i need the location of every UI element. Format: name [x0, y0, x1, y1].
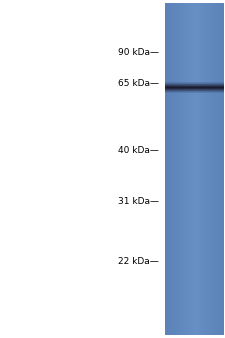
Bar — [195, 3, 196, 335]
Bar — [169, 3, 171, 335]
Bar — [200, 3, 202, 335]
Bar — [187, 3, 188, 335]
Bar — [209, 3, 210, 335]
Text: 90 kDa—: 90 kDa— — [118, 48, 159, 57]
Bar — [165, 3, 166, 335]
Bar — [223, 3, 224, 335]
Bar — [165, 88, 224, 89]
Bar — [166, 3, 168, 335]
Bar — [165, 87, 224, 88]
Text: 31 kDa—: 31 kDa— — [118, 197, 159, 206]
Bar — [205, 3, 207, 335]
Bar — [185, 3, 186, 335]
Bar — [194, 3, 195, 335]
Bar — [173, 3, 174, 335]
Bar — [167, 3, 169, 335]
Bar — [170, 3, 171, 335]
Bar — [213, 3, 214, 335]
Bar — [186, 3, 187, 335]
Bar — [171, 3, 172, 335]
Bar — [184, 3, 185, 335]
Bar — [180, 3, 181, 335]
Bar — [165, 84, 224, 85]
Bar — [192, 3, 193, 335]
Text: 65 kDa—: 65 kDa— — [118, 79, 159, 88]
Bar — [206, 3, 207, 335]
Bar — [174, 3, 175, 335]
Bar — [210, 3, 211, 335]
Bar — [214, 3, 215, 335]
Bar — [193, 3, 194, 335]
Bar — [177, 3, 178, 335]
Bar — [175, 3, 176, 335]
Text: 40 kDa—: 40 kDa— — [118, 146, 159, 155]
Bar — [168, 3, 169, 335]
Bar — [207, 3, 209, 335]
Bar — [204, 3, 206, 335]
Bar — [222, 3, 223, 335]
Bar — [220, 3, 221, 335]
Bar — [218, 3, 219, 335]
Bar — [197, 3, 198, 335]
Bar — [203, 3, 205, 335]
Bar — [179, 3, 180, 335]
Bar — [200, 3, 201, 335]
Bar — [212, 3, 213, 335]
Bar — [202, 3, 204, 335]
Bar — [201, 3, 203, 335]
Bar — [221, 3, 222, 335]
Bar — [165, 83, 224, 84]
Bar — [165, 92, 224, 93]
Text: 22 kDa—: 22 kDa— — [118, 258, 159, 266]
Bar — [215, 3, 216, 335]
Bar — [219, 3, 220, 335]
Bar — [198, 3, 200, 335]
Bar — [191, 3, 192, 335]
Bar — [188, 3, 189, 335]
Bar — [165, 86, 224, 87]
Bar — [172, 3, 173, 335]
Bar — [165, 89, 224, 90]
Bar — [165, 82, 224, 83]
Bar — [217, 3, 218, 335]
Bar — [176, 3, 177, 335]
Bar — [183, 3, 184, 335]
Bar — [216, 3, 217, 335]
Bar — [181, 3, 182, 335]
Bar — [165, 91, 224, 92]
Bar — [182, 3, 183, 335]
Bar — [208, 3, 209, 335]
Bar — [189, 3, 190, 335]
Bar — [196, 3, 197, 335]
Bar — [178, 3, 179, 335]
Bar — [198, 3, 199, 335]
Bar — [211, 3, 212, 335]
Bar — [165, 90, 224, 91]
Bar — [190, 3, 191, 335]
Bar — [165, 85, 224, 86]
